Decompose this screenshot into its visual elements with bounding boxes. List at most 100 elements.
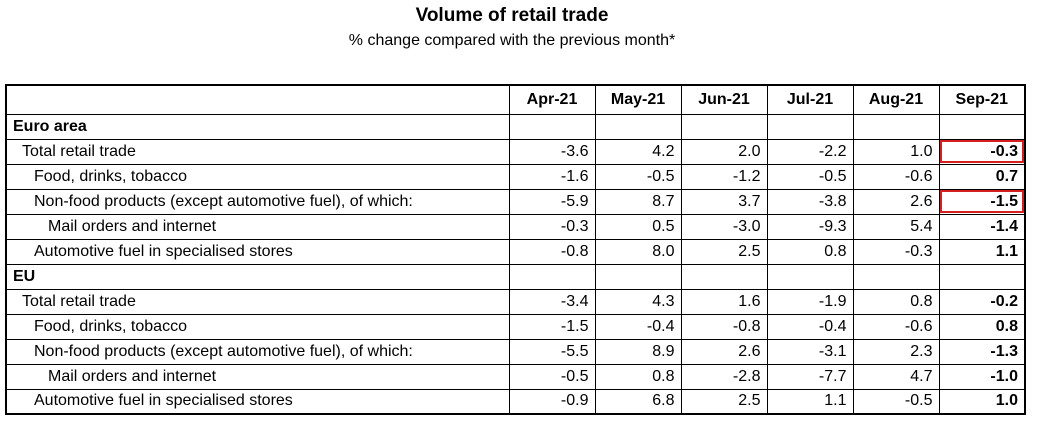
value-cell: -7.7 <box>766 363 854 390</box>
value-cell: -1.0 <box>938 363 1026 390</box>
table-row: Mail orders and internet -0.5 0.8 -2.8 -7.7 4… <box>5 363 1026 390</box>
value-cell: -3.1 <box>766 338 854 365</box>
value-cell: 8.9 <box>594 338 682 365</box>
value-cell: 2.5 <box>680 238 768 265</box>
empty-cell <box>852 263 940 290</box>
row-label: Automotive fuel in specialised stores <box>5 388 510 415</box>
table-row: Total retail trade -3.6 4.2 2.0 -2.2 1.0 -0.3 <box>5 138 1026 165</box>
row-label: Food, drinks, tobacco <box>5 313 510 340</box>
value-cell: 1.0 <box>938 388 1026 415</box>
value-cell: 0.8 <box>938 313 1026 340</box>
row-label: Non-food products (except automotive fue… <box>5 188 510 215</box>
value-cell: 0.5 <box>594 213 682 240</box>
empty-cell <box>508 113 596 140</box>
table-title: Volume of retail trade <box>415 5 609 26</box>
value-cell: -1.2 <box>680 163 768 190</box>
highlighted-value-cell: -1.5 <box>938 188 1026 215</box>
table-row: Automotive fuel in specialised stores -0.… <box>5 238 1026 265</box>
value-cell: -5.9 <box>508 188 596 215</box>
value-cell: -0.4 <box>594 313 682 340</box>
value-cell: 2.6 <box>852 188 940 215</box>
value-cell: -0.8 <box>680 313 768 340</box>
table-row: Automotive fuel in specialised stores -0.… <box>5 388 1026 415</box>
value-cell: -0.5 <box>508 363 596 390</box>
empty-cell <box>594 263 682 290</box>
section-row: Euro area <box>5 113 1026 140</box>
value-cell: 3.7 <box>680 188 768 215</box>
column-header: Apr-21 <box>508 84 596 115</box>
table-row: Food, drinks, tobacco -1.5 -0.4 -0.8 -0.4 -0.… <box>5 313 1026 340</box>
value-cell: -3.0 <box>680 213 768 240</box>
value-cell: 1.1 <box>938 238 1026 265</box>
empty-cell <box>508 263 596 290</box>
column-header: Aug-21 <box>852 84 940 115</box>
header-label-cell <box>5 84 510 115</box>
value-cell: 2.0 <box>680 138 768 165</box>
empty-cell <box>680 263 768 290</box>
row-label: Mail orders and internet <box>5 213 510 240</box>
empty-cell <box>938 113 1026 140</box>
value-cell: -2.8 <box>680 363 768 390</box>
row-label: Food, drinks, tobacco <box>5 163 510 190</box>
value-cell: -3.4 <box>508 288 596 315</box>
row-label: Automotive fuel in specialised stores <box>5 238 510 265</box>
value-cell: 0.8 <box>766 238 854 265</box>
section-row: EU <box>5 263 1026 290</box>
header-row: Apr-21 May-21 Jun-21 Jul-21 Aug-21 Sep-2… <box>5 84 1026 115</box>
value-cell: 4.7 <box>852 363 940 390</box>
empty-cell <box>938 263 1026 290</box>
row-label: Non-food products (except automotive fue… <box>5 338 510 365</box>
table-header: Apr-21 May-21 Jun-21 Jul-21 Aug-21 Sep-2… <box>5 84 1026 115</box>
section-label: Euro area <box>5 113 510 140</box>
value-cell: 6.8 <box>594 388 682 415</box>
retail-trade-table: Apr-21 May-21 Jun-21 Jul-21 Aug-21 Sep-2… <box>5 84 1026 415</box>
value-cell: 2.5 <box>680 388 768 415</box>
value-cell: 8.7 <box>594 188 682 215</box>
value-cell: 0.7 <box>938 163 1026 190</box>
column-header: Jun-21 <box>680 84 768 115</box>
value-cell: 8.0 <box>594 238 682 265</box>
value-cell: -0.8 <box>508 238 596 265</box>
column-header: May-21 <box>594 84 682 115</box>
row-label: Mail orders and internet <box>5 363 510 390</box>
empty-cell <box>594 113 682 140</box>
value-cell: 0.8 <box>594 363 682 390</box>
value-cell: -0.3 <box>508 213 596 240</box>
value-cell: 4.3 <box>594 288 682 315</box>
value-cell: -1.6 <box>508 163 596 190</box>
empty-cell <box>766 113 854 140</box>
empty-cell <box>766 263 854 290</box>
highlighted-value-cell: -0.3 <box>938 138 1026 165</box>
value-cell: -1.5 <box>508 313 596 340</box>
value-cell: -0.2 <box>938 288 1026 315</box>
empty-cell <box>680 113 768 140</box>
table-row: Mail orders and internet -0.3 0.5 -3.0 -9.3 5… <box>5 213 1026 240</box>
value-cell: -0.9 <box>508 388 596 415</box>
section-label: EU <box>5 263 510 290</box>
table-body: Euro area Total retail trade -3.6 4.2 2.0 -2.… <box>5 113 1026 415</box>
table-row: Non-food products (except automotive fue… <box>5 188 1026 215</box>
table-row: Food, drinks, tobacco -1.6 -0.5 -1.2 -0.5 -0.… <box>5 163 1026 190</box>
value-cell: 1.6 <box>680 288 768 315</box>
value-cell: -1.9 <box>766 288 854 315</box>
row-label: Total retail trade <box>5 288 510 315</box>
row-label: Total retail trade <box>5 138 510 165</box>
value-cell: 5.4 <box>852 213 940 240</box>
value-cell: -0.3 <box>852 238 940 265</box>
value-cell: -2.2 <box>766 138 854 165</box>
value-cell: -0.6 <box>852 163 940 190</box>
column-header: Sep-21 <box>938 84 1026 115</box>
table-row: Total retail trade -3.4 4.3 1.6 -1.9 0.8 -0.2 <box>5 288 1026 315</box>
value-cell: -0.5 <box>766 163 854 190</box>
value-cell: 1.1 <box>766 388 854 415</box>
value-cell: -1.3 <box>938 338 1026 365</box>
value-cell: 2.6 <box>680 338 768 365</box>
value-cell: -0.4 <box>766 313 854 340</box>
value-cell: -0.6 <box>852 313 940 340</box>
value-cell: -9.3 <box>766 213 854 240</box>
value-cell: 4.2 <box>594 138 682 165</box>
column-header: Jul-21 <box>766 84 854 115</box>
empty-cell <box>852 113 940 140</box>
value-cell: 2.3 <box>852 338 940 365</box>
value-cell: -3.8 <box>766 188 854 215</box>
